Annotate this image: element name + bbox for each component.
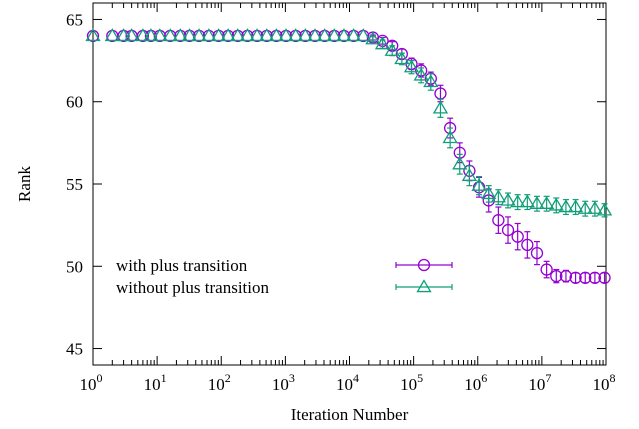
data-point bbox=[492, 214, 505, 227]
data-point bbox=[288, 28, 304, 42]
x-tick-label: 105 bbox=[400, 371, 423, 394]
data-point bbox=[471, 177, 487, 191]
data-point bbox=[384, 42, 400, 56]
x-tick-label: 104 bbox=[336, 371, 359, 394]
x-tick-label: 107 bbox=[528, 371, 551, 394]
data-point bbox=[278, 28, 294, 42]
data-point bbox=[432, 100, 449, 114]
data-point bbox=[500, 192, 516, 206]
data-point bbox=[442, 130, 458, 144]
data-point bbox=[181, 28, 198, 42]
data-point bbox=[577, 200, 593, 214]
data-point bbox=[336, 28, 352, 42]
data-point bbox=[569, 271, 582, 284]
data-point bbox=[220, 28, 236, 42]
x-axis-label: Iteration Number bbox=[291, 405, 409, 424]
series-1 bbox=[86, 29, 611, 284]
data-point bbox=[579, 271, 592, 284]
data-point bbox=[598, 271, 611, 284]
data-point bbox=[548, 197, 564, 211]
y-tick-label: 50 bbox=[66, 257, 83, 276]
data-point bbox=[423, 74, 439, 88]
data-point bbox=[587, 200, 603, 214]
data-point bbox=[135, 28, 151, 42]
data-point bbox=[162, 28, 178, 42]
data-point bbox=[104, 28, 120, 42]
plot-frame bbox=[92, 2, 607, 366]
data-point bbox=[123, 28, 140, 42]
data-point bbox=[596, 202, 613, 216]
data-point bbox=[201, 28, 217, 42]
data-point bbox=[259, 28, 275, 42]
x-tick-label: 106 bbox=[464, 371, 487, 394]
data-point bbox=[481, 186, 497, 200]
data-point bbox=[501, 223, 515, 237]
data-point bbox=[355, 28, 371, 42]
data-point bbox=[550, 269, 563, 283]
x-tick-label: 100 bbox=[80, 371, 103, 394]
data-point bbox=[521, 238, 534, 252]
data-point bbox=[230, 28, 246, 42]
data-point bbox=[519, 194, 535, 208]
data-point bbox=[345, 28, 362, 42]
x-tick-label: 103 bbox=[272, 371, 295, 394]
data-point bbox=[588, 271, 602, 284]
data-point bbox=[394, 51, 410, 65]
axis-ticks: 100 101 102 103 104 105 106 107 108 45 50 55 60 65 bbox=[66, 3, 616, 394]
data-point bbox=[268, 28, 285, 42]
x-tick-label: 108 bbox=[593, 371, 616, 394]
legend-label: without plus transition bbox=[116, 278, 270, 297]
data-point bbox=[191, 28, 207, 42]
data-point bbox=[510, 194, 526, 208]
data-point bbox=[143, 28, 159, 42]
x-tick-label: 101 bbox=[144, 371, 167, 394]
data-point bbox=[540, 263, 553, 276]
y-tick-label: 45 bbox=[66, 340, 83, 359]
data-point bbox=[365, 31, 381, 45]
series-layer bbox=[85, 28, 613, 284]
y-axis-label: Rank bbox=[15, 166, 34, 202]
data-point bbox=[374, 36, 391, 50]
data-point bbox=[307, 28, 323, 42]
legend-marker bbox=[416, 279, 432, 293]
data-point bbox=[326, 28, 342, 42]
data-point bbox=[452, 156, 468, 170]
y-tick-label: 55 bbox=[66, 175, 83, 194]
x-tick-label: 102 bbox=[208, 371, 231, 394]
data-point bbox=[115, 28, 132, 42]
data-point bbox=[559, 269, 573, 283]
data-point bbox=[529, 195, 545, 209]
data-point bbox=[85, 28, 101, 42]
legend-label: with plus transition bbox=[116, 256, 248, 275]
data-point bbox=[239, 28, 256, 42]
data-point bbox=[403, 59, 420, 73]
series-2 bbox=[85, 28, 613, 218]
data-point bbox=[538, 195, 555, 209]
data-point bbox=[461, 167, 478, 181]
data-point bbox=[530, 246, 544, 260]
data-point bbox=[172, 28, 188, 42]
data-point bbox=[317, 28, 333, 42]
y-tick-label: 60 bbox=[66, 93, 83, 112]
data-point bbox=[210, 28, 227, 42]
data-point bbox=[249, 28, 265, 42]
legend: with plus transition without plus transit… bbox=[116, 256, 453, 297]
data-point bbox=[567, 199, 584, 213]
data-point bbox=[413, 67, 429, 81]
data-point bbox=[490, 189, 507, 203]
data-point bbox=[558, 199, 574, 213]
data-point bbox=[297, 28, 313, 42]
data-point bbox=[152, 28, 168, 42]
legend-marker bbox=[417, 258, 431, 272]
y-tick-label: 65 bbox=[66, 10, 83, 29]
data-point bbox=[511, 230, 524, 243]
